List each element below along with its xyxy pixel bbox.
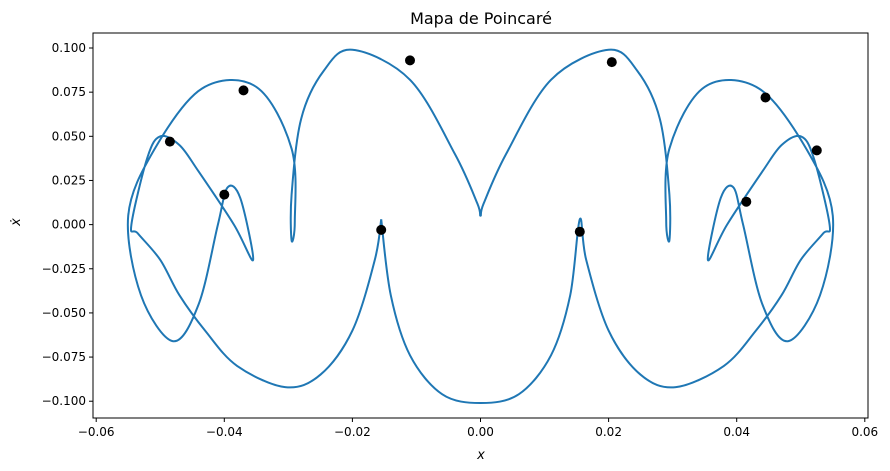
poincare-point	[164, 136, 175, 147]
plot-area: −0.06 −0.04 −0.02 0.00 0.02 0.04 0.06 −0.100 −0.…	[42, 32, 878, 439]
y-tick-label: −0.075	[42, 350, 86, 364]
poincare-point	[741, 196, 752, 207]
y-axis-label: ẋ	[9, 218, 24, 227]
x-tick-label: 0.02	[595, 425, 622, 439]
x-tick-label: 0.00	[467, 425, 494, 439]
y-tick-label: −0.100	[42, 394, 86, 408]
y-tick-label: 0.000	[52, 218, 86, 232]
x-axis-label: x	[476, 448, 485, 463]
y-tick-label: 0.075	[52, 85, 86, 99]
chart-title: Mapa de Poincaré	[410, 9, 552, 28]
y-tick-label: 0.025	[52, 173, 86, 187]
x-tick-label: 0.04	[723, 425, 750, 439]
poincare-point	[219, 189, 230, 200]
y-tick-label: −0.025	[42, 262, 86, 276]
poincare-point	[574, 226, 585, 237]
y-tick-label: −0.050	[42, 306, 86, 320]
poincare-point	[606, 57, 617, 68]
x-tick-label: 0.06	[851, 425, 878, 439]
y-tick-label: 0.100	[52, 41, 86, 55]
poincare-point	[760, 92, 771, 103]
axes-frame	[92, 32, 869, 419]
poincare-point	[811, 145, 822, 156]
x-tick-label: −0.04	[206, 425, 243, 439]
poincare-point	[405, 55, 415, 66]
x-tick-label: −0.02	[334, 425, 371, 439]
x-tick-label: −0.06	[78, 425, 115, 439]
poincare-point	[376, 224, 387, 235]
y-tick-label: 0.050	[52, 129, 86, 143]
poincare-point	[238, 85, 249, 96]
trajectory-line	[126, 48, 835, 404]
